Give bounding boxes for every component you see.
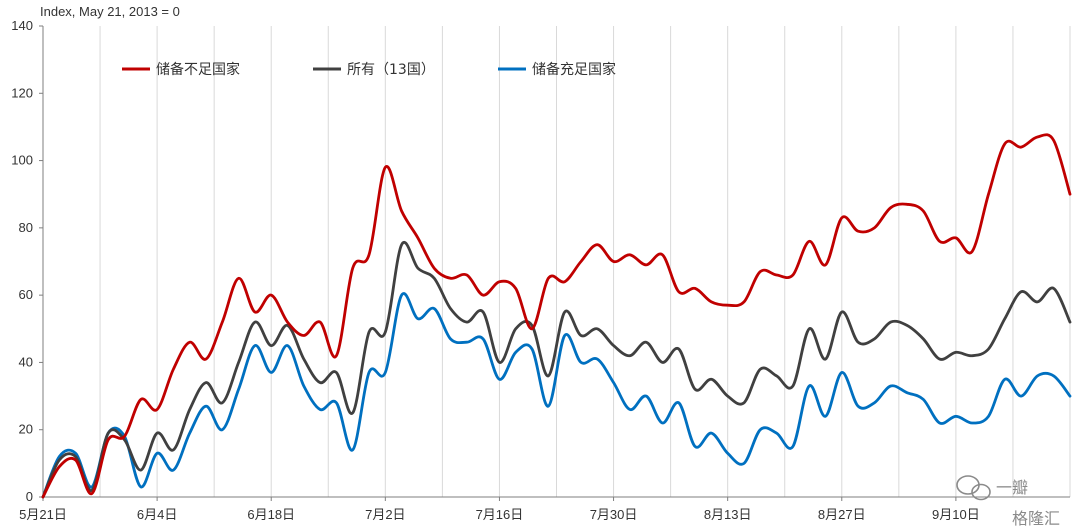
legend-label: 储备不足国家 (156, 61, 240, 78)
watermark-sub: 格隆汇 (1012, 509, 1060, 528)
y-tick-label: 0 (26, 489, 33, 504)
legend: 储备不足国家 所有（13国） 储备充足国家 (122, 61, 616, 78)
legend-item-all-13: 所有（13国） (313, 62, 435, 78)
wechat-icon (956, 475, 991, 501)
legend-item-insufficient-reserves: 储备不足国家 (122, 61, 240, 78)
legend-item-sufficient-reserves: 储备充足国家 (498, 61, 616, 78)
grid-lines (99, 26, 1071, 497)
y-tick-label: 140 (11, 18, 33, 33)
watermark-label: 一瓣 (996, 478, 1028, 497)
x-tick-label: 5月21日 (19, 507, 67, 522)
watermark: 一瓣 格隆汇 (956, 475, 1060, 528)
series-line-insufficient-reserves (41, 133, 1072, 499)
y-tick-label: 60 (19, 287, 33, 302)
y-tick-label: 40 (19, 354, 33, 369)
x-tick-label: 6月18日 (247, 507, 295, 522)
y-axis-unit-label: Index, May 21, 2013 = 0 (40, 4, 180, 19)
series-lines (41, 133, 1072, 499)
x-tick-label: 8月27日 (818, 507, 866, 522)
x-tick-label: 7月2日 (365, 507, 405, 522)
x-tick-label: 7月30日 (590, 507, 638, 522)
series-line-sufficient-reserves (41, 292, 1072, 499)
x-tick-label: 6月4日 (137, 507, 177, 522)
x-tick-label: 7月16日 (476, 507, 524, 522)
x-tick-label: 9月10日 (932, 507, 980, 522)
y-tick-label: 20 (19, 422, 33, 437)
legend-label: 储备充足国家 (532, 61, 616, 78)
y-tick-label: 100 (11, 153, 33, 168)
axes: 0 20 40 60 80 100 120 140 5月21日 6月4日 6月18日 7月2日 7月16… (11, 18, 1070, 522)
x-tick-label: 8月13日 (704, 507, 752, 522)
legend-label: 所有（13国） (347, 62, 435, 78)
y-tick-label: 80 (19, 220, 33, 235)
y-tick-label: 120 (11, 85, 33, 100)
series-line-all-13 (41, 241, 1072, 499)
